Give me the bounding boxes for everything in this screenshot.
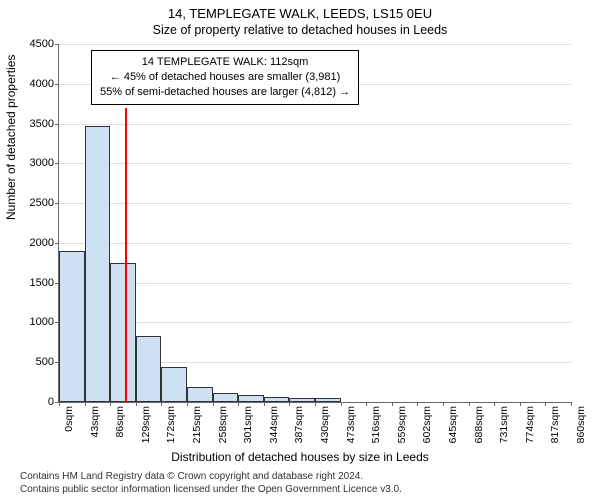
x-tick-label: 387sqm — [293, 406, 305, 456]
x-tick-label: 645sqm — [447, 406, 459, 456]
annotation-line-2: ← 45% of detached houses are smaller (3,… — [100, 70, 350, 85]
y-tick-label: 4500 — [14, 38, 54, 50]
x-tick-label: 258sqm — [217, 406, 229, 456]
x-tick — [187, 402, 188, 406]
x-tick — [289, 402, 290, 406]
grid-line — [59, 283, 571, 284]
y-tick — [55, 84, 59, 85]
chart-title-sub: Size of property relative to detached ho… — [0, 21, 600, 37]
y-tick-label: 2000 — [14, 237, 54, 249]
y-tick-label: 4000 — [14, 78, 54, 90]
x-tick-label: 215sqm — [191, 406, 203, 456]
y-tick — [55, 243, 59, 244]
x-tick — [213, 402, 214, 406]
histogram-bar — [161, 367, 187, 402]
property-marker-line — [125, 108, 127, 402]
grid-line — [59, 44, 571, 45]
x-tick-label: 129sqm — [140, 406, 152, 456]
y-tick — [55, 124, 59, 125]
histogram-bar — [136, 336, 162, 402]
footer-line-1: Contains HM Land Registry data © Crown c… — [20, 471, 402, 484]
x-tick — [59, 402, 60, 406]
grid-line — [59, 243, 571, 244]
x-tick-label: 602sqm — [421, 406, 433, 456]
x-tick — [392, 402, 393, 406]
x-tick — [238, 402, 239, 406]
x-tick-label: 0sqm — [63, 406, 75, 456]
x-tick-label: 86sqm — [114, 406, 126, 456]
histogram-bar — [187, 387, 213, 402]
footer-attribution: Contains HM Land Registry data © Crown c… — [20, 471, 402, 496]
x-tick — [136, 402, 137, 406]
x-tick — [545, 402, 546, 406]
x-tick-label: 860sqm — [575, 406, 587, 456]
y-tick-label: 500 — [14, 356, 54, 368]
plot-area: 0sqm43sqm86sqm129sqm172sqm215sqm258sqm30… — [58, 44, 571, 403]
x-tick — [571, 402, 572, 406]
x-tick-label: 559sqm — [396, 406, 408, 456]
x-tick-label: 473sqm — [345, 406, 357, 456]
histogram-bar — [110, 263, 136, 402]
x-tick-label: 516sqm — [370, 406, 382, 456]
annotation-box: 14 TEMPLEGATE WALK: 112sqm← 45% of detac… — [91, 50, 359, 105]
histogram-bar — [238, 395, 264, 402]
annotation-line-3: 55% of semi-detached houses are larger (… — [100, 85, 350, 100]
x-tick-label: 731sqm — [498, 406, 510, 456]
y-tick-label: 1500 — [14, 277, 54, 289]
y-tick-label: 3500 — [14, 118, 54, 130]
histogram-bar — [289, 398, 315, 402]
x-tick — [315, 402, 316, 406]
y-tick-label: 0 — [14, 396, 54, 408]
grid-line — [59, 203, 571, 204]
grid-line — [59, 124, 571, 125]
histogram-bar — [315, 398, 341, 402]
x-tick-label: 430sqm — [319, 406, 331, 456]
x-tick-label: 301sqm — [242, 406, 254, 456]
x-tick-label: 688sqm — [473, 406, 485, 456]
x-tick — [443, 402, 444, 406]
y-tick-label: 1000 — [14, 316, 54, 328]
x-tick — [110, 402, 111, 406]
x-tick-label: 774sqm — [524, 406, 536, 456]
grid-line — [59, 322, 571, 323]
x-tick — [161, 402, 162, 406]
x-axis-label: Distribution of detached houses by size … — [0, 450, 600, 464]
footer-line-2: Contains public sector information licen… — [20, 484, 402, 497]
chart-title-main: 14, TEMPLEGATE WALK, LEEDS, LS15 0EU — [0, 0, 600, 21]
histogram-bar — [59, 251, 85, 402]
x-tick-label: 43sqm — [89, 406, 101, 456]
x-tick — [520, 402, 521, 406]
histogram-bar — [264, 397, 290, 402]
annotation-line-1: 14 TEMPLEGATE WALK: 112sqm — [100, 55, 350, 70]
y-tick-label: 3000 — [14, 157, 54, 169]
y-tick — [55, 163, 59, 164]
x-tick-label: 344sqm — [268, 406, 280, 456]
x-tick — [494, 402, 495, 406]
x-tick — [264, 402, 265, 406]
x-tick-label: 172sqm — [165, 406, 177, 456]
histogram-bar — [85, 126, 111, 402]
x-tick — [341, 402, 342, 406]
chart-container: 14, TEMPLEGATE WALK, LEEDS, LS15 0EU Siz… — [0, 0, 600, 500]
y-tick — [55, 203, 59, 204]
y-tick-label: 2500 — [14, 197, 54, 209]
x-tick — [366, 402, 367, 406]
x-tick — [417, 402, 418, 406]
x-tick — [85, 402, 86, 406]
x-tick — [469, 402, 470, 406]
grid-line — [59, 163, 571, 164]
x-tick-label: 817sqm — [549, 406, 561, 456]
y-tick — [55, 44, 59, 45]
histogram-bar — [213, 393, 239, 402]
